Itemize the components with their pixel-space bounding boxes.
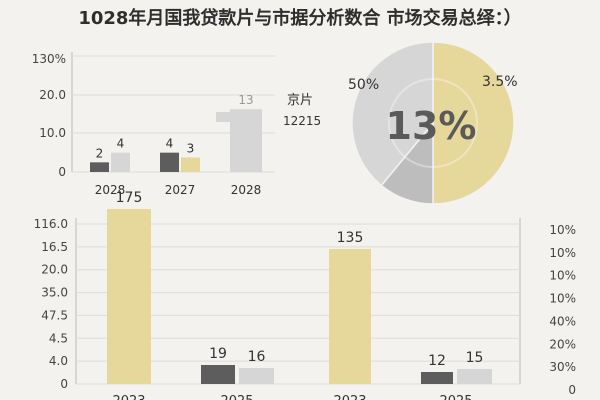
y-tick-label-left: 0: [60, 377, 68, 391]
bar: [329, 249, 371, 384]
bar-value-label: 4: [117, 137, 125, 151]
pie-slice: [351, 41, 434, 187]
annotation-value: 12215: [283, 114, 321, 128]
x-tick-label: 2023: [112, 394, 145, 400]
bar-series0: [160, 152, 179, 172]
y-tick-label-right: 10%: [549, 223, 576, 237]
bar: [107, 209, 151, 384]
bar-value-label: 2: [96, 146, 104, 160]
bar-value-label: 3: [187, 142, 195, 156]
y-tick-label-right: 40%: [549, 314, 576, 328]
y-tick-label-left: 116.0: [34, 217, 68, 231]
bar-value-label: 12: [428, 353, 446, 369]
pie-slice-label: 3.5%: [482, 74, 518, 90]
x-tick-label: 2023: [333, 394, 366, 400]
y-tick-label-left: 35.0: [41, 286, 68, 300]
y-tick-label: 130%: [32, 52, 66, 66]
bar: [201, 365, 235, 384]
bar-value-label: 16: [248, 349, 266, 365]
y-tick-label: 10.0: [39, 126, 66, 140]
y-tick-label-left: 20.0: [41, 263, 68, 277]
pie-inner-ring: [388, 78, 478, 168]
y-tick-label-right: 20%: [549, 337, 576, 351]
annotation-label: 京片: [287, 93, 313, 108]
bar-series0: [90, 162, 109, 172]
x-tick-label: 2025: [220, 394, 253, 400]
bar-value-label: 4: [166, 137, 174, 151]
y-tick-label-right: 10%: [549, 269, 576, 283]
page-title: 1028年月国我贷款片与市据分析数合 市场交易总绎：）: [78, 8, 522, 29]
bar-series1: [181, 157, 200, 172]
x-tick-label: 2028: [95, 183, 126, 197]
y-tick-label-right: 10%: [549, 292, 576, 306]
bar: [421, 372, 453, 384]
pie-slice: [432, 41, 515, 205]
annotation-swatch: [216, 112, 230, 122]
x-tick-label: 2028: [231, 183, 262, 197]
bar: [457, 369, 492, 384]
y-tick-label-left: 16.5: [41, 240, 68, 254]
pie-slice-label: 50%: [348, 77, 379, 93]
bar-value-label: 13: [238, 93, 253, 107]
y-tick-label-right: 30%: [549, 360, 576, 374]
bar-series1: [111, 152, 130, 172]
y-tick-label-right: 10%: [549, 246, 576, 260]
bar-value-label: 19: [209, 346, 227, 362]
y-tick-label-left: 47.5: [41, 308, 68, 322]
bar: [239, 368, 274, 384]
y-tick-label-left: 4.5: [49, 331, 68, 345]
y-tick-label-right: 0: [568, 383, 576, 397]
x-tick-label: 2025: [439, 394, 472, 400]
y-tick-label: 0: [58, 165, 66, 179]
bar-value-label: 175: [116, 190, 143, 206]
bar-value-label: 15: [466, 350, 484, 366]
x-tick-label: 2027: [165, 183, 196, 197]
bar-series1: [230, 109, 262, 172]
pie-center-label: 13%: [386, 104, 477, 148]
bar-value-label: 135: [337, 230, 364, 246]
y-tick-label-left: 4.0: [49, 354, 68, 368]
y-tick-label: 20.0: [39, 88, 66, 102]
